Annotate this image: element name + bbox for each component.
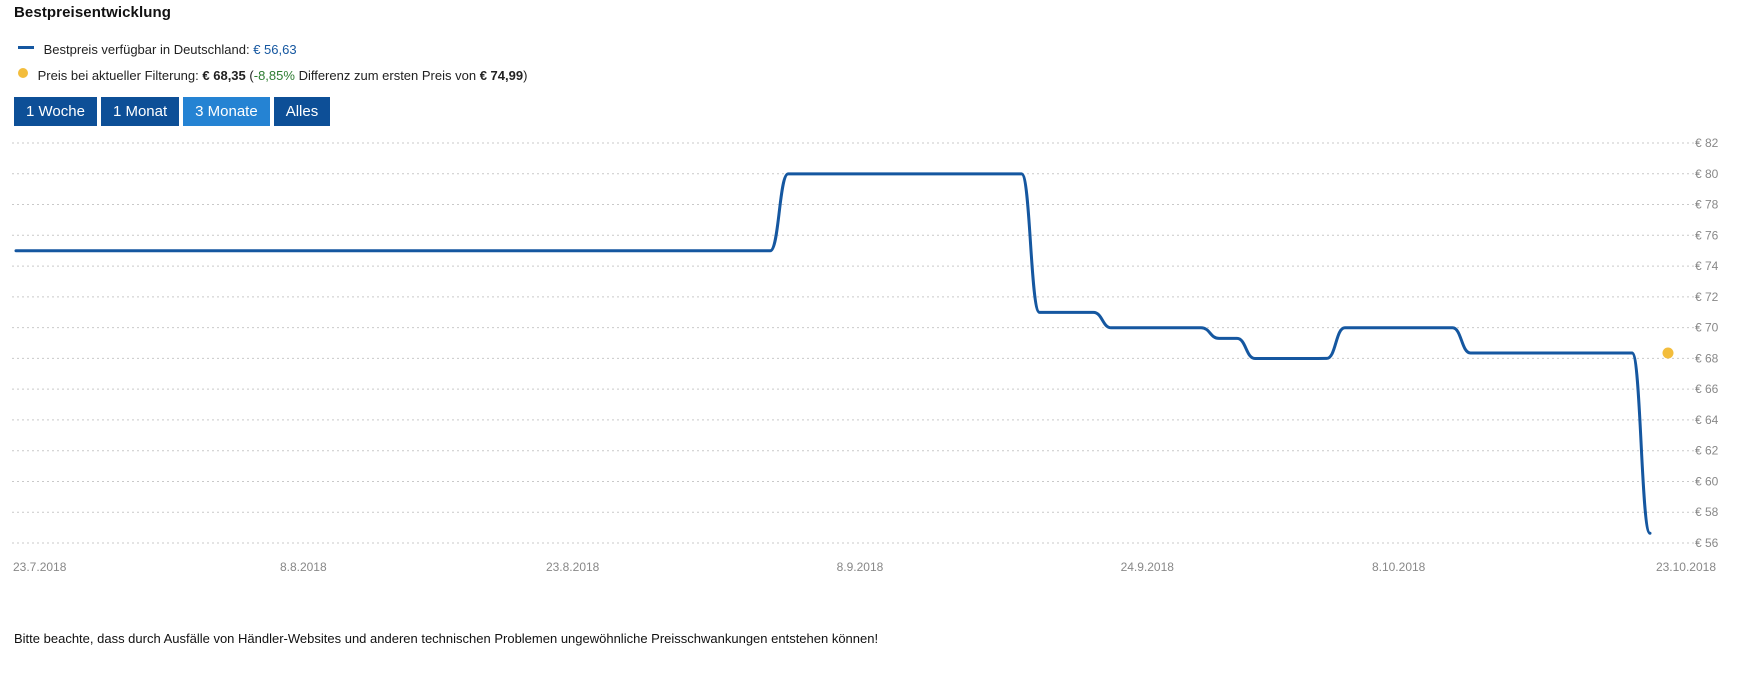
y-tick-label: € 62 [1695,444,1719,458]
y-tick-label: € 82 [1695,136,1719,150]
y-tick-label: € 70 [1695,321,1719,335]
filter-price-label: Preis bei aktueller Filterung: [37,68,199,83]
y-tick-label: € 60 [1695,474,1719,488]
y-tick-label: € 72 [1695,290,1719,304]
legend-filter-price: Preis bei aktueller Filterung: € 68,35 (… [18,68,527,83]
price-line-series [14,172,1652,535]
range-selector: 1 Woche 1 Monat 3 Monate Alles [14,97,331,126]
x-tick-label: 23.7.2018 [13,560,67,574]
diff-text: Differenz zum ersten Preis von [298,68,477,83]
diff-percent: -8,85% [253,68,295,83]
best-price-label: Bestpreis verfügbar in Deutschland: [43,42,250,57]
y-tick-label: € 56 [1695,536,1719,550]
current-price-marker [1662,347,1674,359]
y-tick-label: € 74 [1695,259,1719,273]
x-tick-label: 8.8.2018 [280,560,327,574]
range-button-all[interactable]: Alles [273,97,331,126]
y-tick-label: € 58 [1695,505,1719,519]
x-tick-label: 8.10.2018 [1372,560,1426,574]
diff-open-paren: ( [249,68,254,83]
filter-price-value: € 68,35 [202,68,246,83]
range-button-3-months[interactable]: 3 Monate [183,97,270,126]
y-tick-label: € 76 [1695,228,1719,242]
x-tick-label: 8.9.2018 [837,560,884,574]
disclaimer-note: Bitte beachte, dass durch Ausfälle von H… [14,631,879,646]
first-price-value: € 74,99 [479,68,524,83]
best-price-value: € 56,63 [253,42,297,57]
y-tick-label: € 66 [1695,382,1719,396]
y-tick-label: € 64 [1695,413,1719,427]
y-tick-label: € 78 [1695,198,1719,212]
x-tick-label: 24.9.2018 [1121,560,1175,574]
x-tick-label: 23.10.2018 [1656,560,1716,574]
range-button-1-month[interactable]: 1 Monat [100,97,180,126]
range-button-1-week[interactable]: 1 Woche [14,97,97,126]
diff-close-paren: ) [523,68,528,83]
line-legend-icon [18,46,34,50]
legend-best-price: Bestpreis verfügbar in Deutschland: € 56… [18,42,297,57]
dot-legend-icon [18,68,28,78]
y-tick-label: € 80 [1695,167,1719,181]
x-tick-label: 23.8.2018 [546,560,600,574]
page-title: Bestpreisentwicklung [14,4,172,21]
price-history-chart: € 82 € 80 € 78 € 76 € 74 € 72 € 70 € 68 € 66 € 64… [12,136,1719,574]
y-tick-label: € 68 [1695,351,1719,365]
